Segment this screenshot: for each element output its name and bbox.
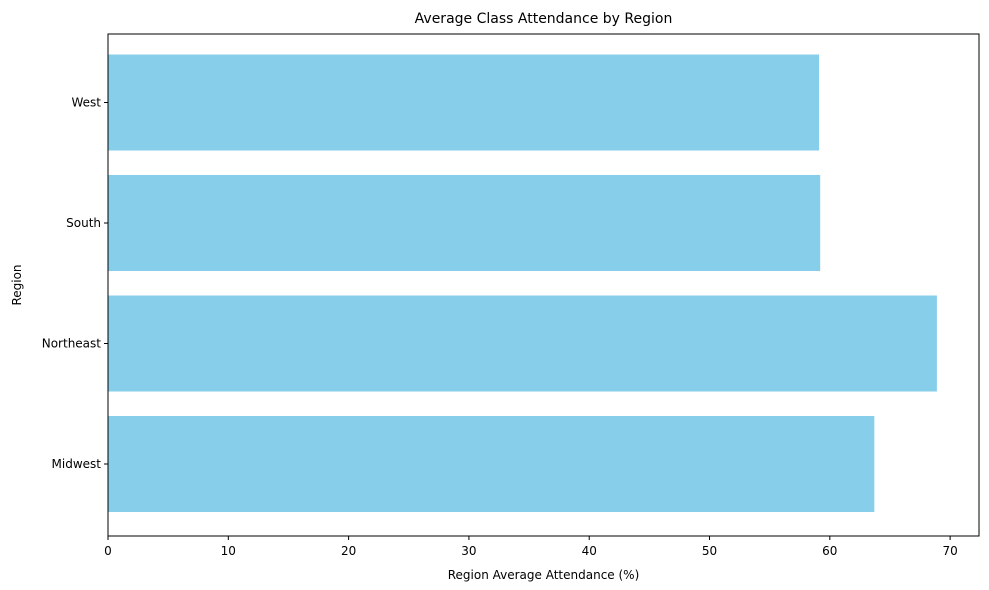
chart-title: Average Class Attendance by Region xyxy=(415,11,673,27)
x-tick-label: 10 xyxy=(221,544,236,558)
x-axis-title: Region Average Attendance (%) xyxy=(448,568,640,582)
x-tick-label: 70 xyxy=(942,544,957,558)
bars-layer xyxy=(108,54,937,512)
axes-layer: Midwest Northeast South West 0 10 20 30 40 50 60 70 xyxy=(42,33,980,558)
y-tick-label-west: West xyxy=(71,96,101,110)
plot-frame xyxy=(107,33,980,537)
x-tick-label: 30 xyxy=(461,544,476,558)
x-tick-label: 50 xyxy=(702,544,717,558)
bar-midwest xyxy=(108,416,875,512)
y-tick-label-midwest: Midwest xyxy=(52,457,102,471)
x-tick-label: 60 xyxy=(822,544,837,558)
y-tick-label-south: South xyxy=(66,216,101,230)
bar-west xyxy=(108,54,819,151)
x-tick-label: 0 xyxy=(104,544,112,558)
y-axis-title: Region xyxy=(10,264,24,305)
bar-northeast xyxy=(108,295,937,392)
x-tick-label: 40 xyxy=(582,544,597,558)
bar-south xyxy=(108,175,821,271)
y-tick-label-northeast: Northeast xyxy=(42,337,102,351)
x-tick-label: 20 xyxy=(341,544,356,558)
